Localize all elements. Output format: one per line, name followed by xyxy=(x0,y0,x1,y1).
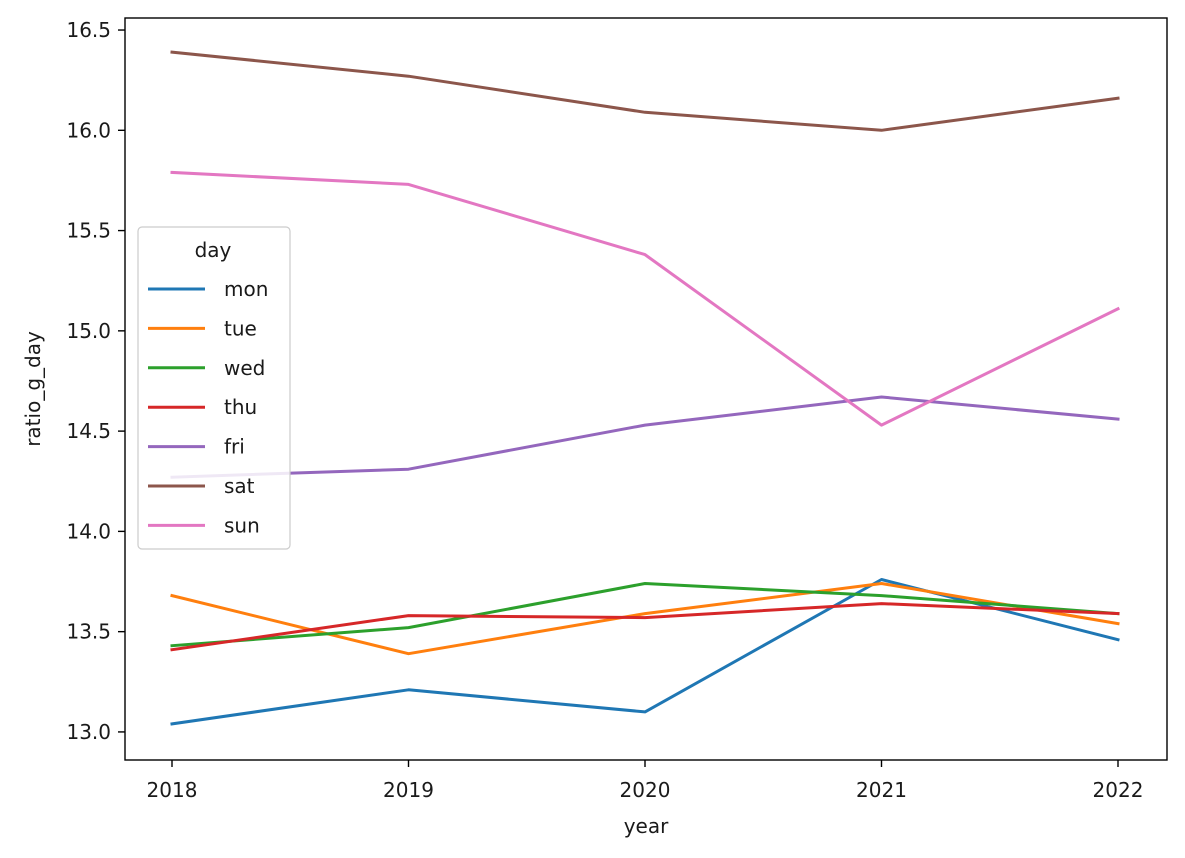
y-tick-label: 13.0 xyxy=(66,720,111,744)
legend-label: wed xyxy=(224,356,265,380)
legend-label: tue xyxy=(224,316,257,340)
x-axis: 2018 2019 2020 2021 2022 xyxy=(147,760,1144,802)
x-tick-label: 2022 xyxy=(1093,778,1144,802)
y-tick-label: 14.5 xyxy=(66,419,111,443)
legend-item-sat: sat xyxy=(148,474,255,498)
x-tick-label: 2018 xyxy=(147,778,198,802)
y-axis-title: ratio_g_day xyxy=(21,331,45,447)
series-line-wed xyxy=(170,582,1120,648)
y-tick-label: 16.0 xyxy=(66,118,111,142)
legend-label: sat xyxy=(224,474,255,498)
legend-title: day xyxy=(195,238,232,262)
y-tick-label: 15.0 xyxy=(66,319,111,343)
legend-label: fri xyxy=(224,435,245,459)
series-lines xyxy=(170,50,1121,726)
legend-label: sun xyxy=(224,513,260,537)
y-tick-label: 13.5 xyxy=(66,620,111,644)
y-tick-label: 16.5 xyxy=(66,18,111,42)
legend-item-tue: tue xyxy=(148,316,257,340)
plot-area-frame xyxy=(124,17,1168,761)
x-tick-label: 2021 xyxy=(856,778,907,802)
legend-item-sun: sun xyxy=(148,513,260,537)
series-line-sun xyxy=(170,170,1121,427)
legend-items: mon tue wed thu fri sat sun xyxy=(148,277,268,537)
legend-label: thu xyxy=(224,395,257,419)
y-axis: 13.0 13.5 14.0 14.5 15.0 15.5 16.0 16.5 xyxy=(66,18,125,744)
x-axis-title: year xyxy=(624,814,669,838)
y-tick-label: 14.0 xyxy=(66,519,111,543)
x-tick-label: 2020 xyxy=(620,778,671,802)
series-line-thu xyxy=(170,602,1120,652)
legend-item-wed: wed xyxy=(148,356,265,380)
x-tick-label: 2019 xyxy=(383,778,434,802)
series-line-sat xyxy=(170,50,1120,132)
legend-box xyxy=(137,226,291,550)
y-tick-label: 15.5 xyxy=(66,219,111,243)
legend-item-mon: mon xyxy=(148,277,268,301)
series-line-fri xyxy=(170,395,1120,479)
legend-item-thu: thu xyxy=(148,395,257,419)
legend-label: mon xyxy=(224,277,268,301)
legend-item-fri: fri xyxy=(148,435,245,459)
series-line-mon xyxy=(170,578,1120,726)
legend: day mon tue wed thu fri sat sun xyxy=(137,226,291,550)
